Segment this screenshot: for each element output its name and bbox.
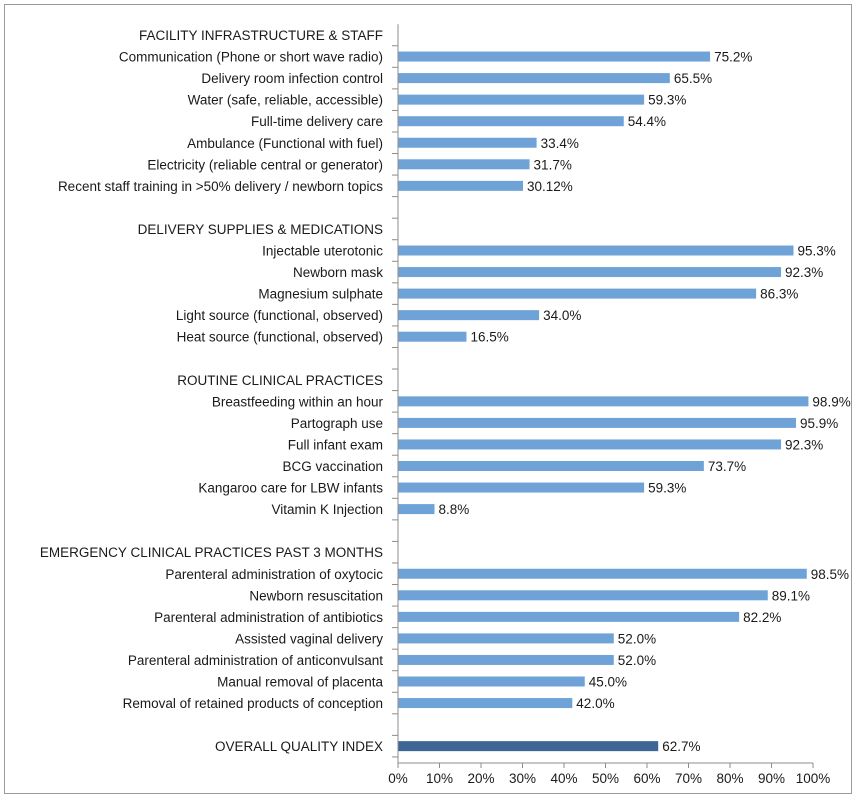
x-tick-label-1: 10% [426, 771, 453, 786]
bar-1-4-label: Full-time delivery care [251, 114, 383, 129]
bar-1-5-value-label: 33.4% [541, 136, 579, 151]
x-tick-label-8: 80% [716, 771, 743, 786]
bar-2-2-bar [398, 267, 782, 278]
x-tick-label-6: 60% [633, 771, 660, 786]
bar-1-6-bar [398, 159, 530, 170]
bar-3-6-bar [398, 504, 435, 515]
section-title-1: FACILITY INFRASTRUCTURE & STAFF [139, 28, 383, 43]
x-tick-label-9: 90% [758, 771, 785, 786]
x-tick-label-3: 30% [509, 771, 536, 786]
bar-4-4-bar [398, 633, 614, 644]
bar-1-2-label: Delivery room infection control [201, 71, 383, 86]
x-tick-label-7: 70% [675, 771, 702, 786]
section-title-3: ROUTINE CLINICAL PRACTICES [177, 373, 383, 388]
bar-3-3-value-label: 92.3% [785, 437, 823, 452]
bar-1-4-value-label: 54.4% [628, 114, 666, 129]
bar-1-2-value-label: 65.5% [674, 71, 712, 86]
bar-4-6-value-label: 45.0% [589, 675, 627, 690]
bar-2-2-label: Newborn mask [293, 265, 383, 280]
bar-1-2-bar [398, 73, 670, 84]
bar-3-5-bar [398, 482, 645, 493]
bar-1-6-value-label: 31.7% [534, 157, 572, 172]
bar-2-1-label: Injectable uterotonic [262, 244, 383, 259]
bar-3-6-value-label: 8.8% [439, 502, 470, 517]
x-tick-label-4: 40% [550, 771, 577, 786]
bar-4-2-bar [398, 590, 768, 601]
bar-2-2-value-label: 92.3% [785, 265, 823, 280]
bar-2-4-value-label: 34.0% [543, 308, 581, 323]
bar-4-2-value-label: 89.1% [772, 588, 810, 603]
overall-quality-index-bar [398, 741, 659, 752]
bar-3-3-label: Full infant exam [288, 437, 383, 452]
bar-2-1-bar [398, 245, 794, 256]
bar-2-3-bar [398, 288, 757, 299]
x-tick-label-5: 50% [592, 771, 619, 786]
bar-4-5-bar [398, 654, 614, 665]
x-tick-label-2: 20% [467, 771, 494, 786]
bar-1-6-label: Electricity (reliable central or generat… [147, 157, 383, 172]
bar-4-6-bar [398, 676, 585, 687]
bar-4-7-value-label: 42.0% [576, 696, 614, 711]
bar-1-3-value-label: 59.3% [648, 93, 686, 108]
bar-1-7-value-label: 30.12% [527, 179, 573, 194]
bar-3-4-bar [398, 461, 704, 471]
x-tick-label-0: 0% [388, 771, 408, 786]
bar-4-3-label: Parenteral administration of antibiotics [154, 610, 383, 625]
bar-1-1-label: Communication (Phone or short wave radio… [119, 50, 383, 65]
bar-2-4-bar [398, 310, 540, 321]
bar-3-1-bar [398, 396, 809, 407]
bar-3-2-label: Partograph use [291, 416, 383, 431]
bar-1-5-label: Ambulance (Functional with fuel) [187, 136, 383, 151]
bar-1-7-bar [398, 180, 523, 191]
bar-2-5-value-label: 16.5% [470, 330, 508, 345]
bar-2-4-label: Light source (functional, observed) [176, 308, 383, 323]
bar-2-1-value-label: 95.3% [797, 244, 835, 259]
bar-2-3-label: Magnesium sulphate [258, 287, 383, 302]
overall-quality-index-label: OVERALL QUALITY INDEX [215, 739, 383, 754]
bar-4-1-bar [398, 568, 807, 579]
bar-4-7-bar [398, 698, 573, 709]
bar-4-4-label: Assisted vaginal delivery [235, 631, 383, 646]
bar-4-3-value-label: 82.2% [743, 610, 781, 625]
bar-1-3-label: Water (safe, reliable, accessible) [188, 93, 383, 108]
bar-3-1-label: Breastfeeding within an hour [212, 394, 384, 409]
bar-1-4-bar [398, 116, 624, 127]
bar-1-5-bar [398, 137, 537, 148]
section-title-2: DELIVERY SUPPLIES & MEDICATIONS [138, 222, 383, 237]
bar-3-1-value-label: 98.9% [812, 394, 850, 409]
bar-3-5-value-label: 59.3% [648, 481, 686, 496]
bar-4-1-label: Parenteral administration of oxytocic [165, 567, 383, 582]
bar-3-2-bar [398, 417, 796, 428]
bar-1-3-bar [398, 94, 645, 105]
bar-4-5-label: Parenteral administration of anticonvuls… [128, 653, 383, 668]
overall-quality-index-value-label: 62.7% [662, 739, 700, 754]
bar-3-4-value-label: 73.7% [708, 459, 746, 474]
bar-1-1-value-label: 75.2% [714, 50, 752, 65]
bar-3-5-label: Kangaroo care for LBW infants [198, 481, 383, 496]
bar-4-6-label: Manual removal of placenta [217, 675, 383, 690]
bar-1-7-label: Recent staff training in >50% delivery /… [58, 179, 383, 194]
bar-4-7-label: Removal of retained products of concepti… [123, 696, 383, 711]
bar-4-5-value-label: 52.0% [618, 653, 656, 668]
bar-3-6-label: Vitamin K Injection [271, 502, 383, 517]
bar-2-3-value-label: 86.3% [760, 287, 798, 302]
bar-3-3-bar [398, 439, 782, 450]
bar-2-5-label: Heat source (functional, observed) [177, 330, 383, 345]
section-title-4: EMERGENCY CLINICAL PRACTICES PAST 3 MONT… [40, 545, 383, 560]
x-tick-label-10: 100% [796, 771, 831, 786]
bar-1-1-bar [398, 51, 711, 62]
bar-3-4-label: BCG vaccination [282, 459, 383, 474]
bar-4-1-value-label: 98.5% [811, 567, 849, 582]
bar-4-3-bar [398, 611, 740, 622]
bar-4-4-value-label: 52.0% [618, 631, 656, 646]
bar-3-2-value-label: 95.9% [800, 416, 838, 431]
bar-2-5-bar [398, 331, 467, 342]
bar-4-2-label: Newborn resuscitation [249, 588, 383, 603]
